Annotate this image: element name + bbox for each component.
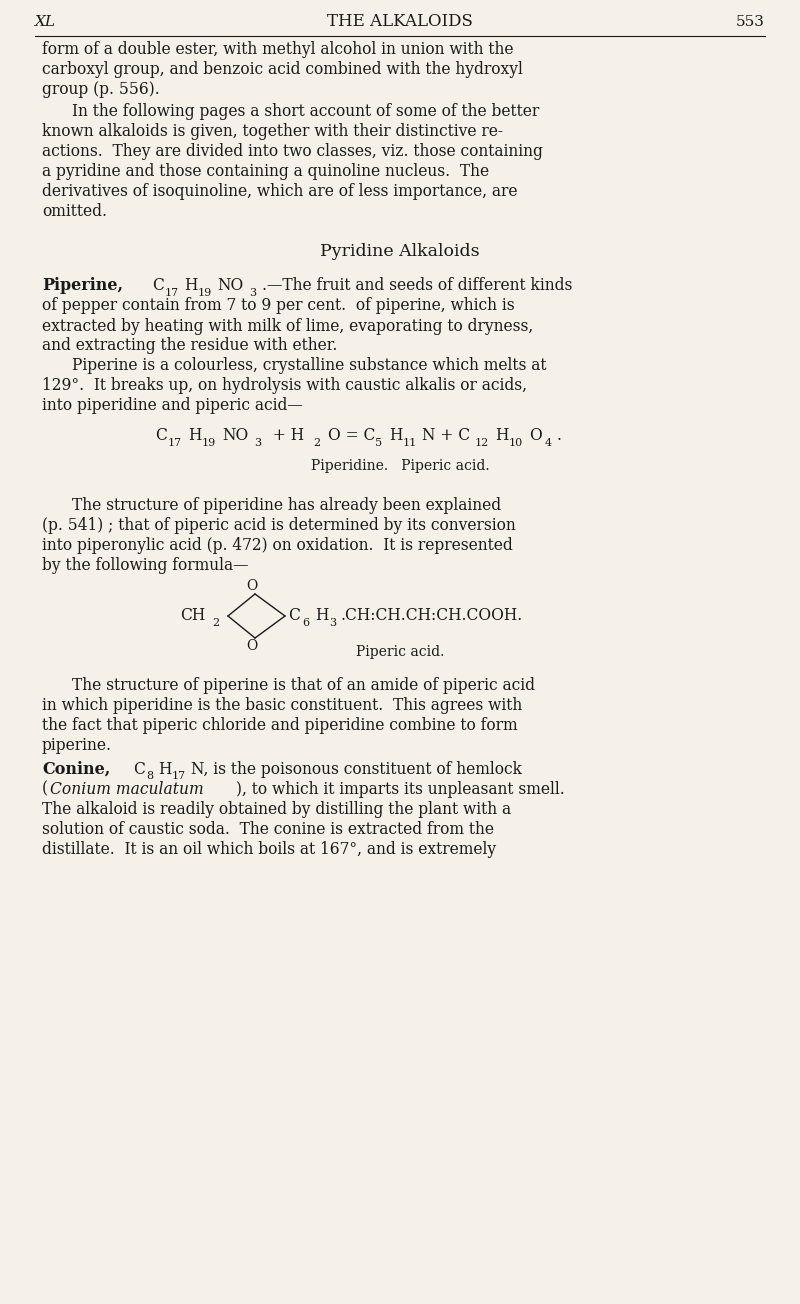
Text: N, is the poisonous constituent of hemlock: N, is the poisonous constituent of hemlo… bbox=[191, 760, 522, 777]
Text: C: C bbox=[133, 760, 145, 777]
Text: carboxyl group, and benzoic acid combined with the hydroxyl: carboxyl group, and benzoic acid combine… bbox=[42, 60, 523, 77]
Text: + H: + H bbox=[268, 428, 304, 445]
Text: known alkaloids is given, together with their distinctive re-: known alkaloids is given, together with … bbox=[42, 123, 503, 140]
Text: O = C: O = C bbox=[328, 428, 375, 445]
Text: H: H bbox=[315, 608, 328, 625]
Text: the fact that piperic chloride and piperidine combine to form: the fact that piperic chloride and piper… bbox=[42, 717, 518, 734]
Text: solution of caustic soda.  The conine is extracted from the: solution of caustic soda. The conine is … bbox=[42, 820, 494, 837]
Text: Piperic acid.: Piperic acid. bbox=[356, 645, 444, 659]
Text: CH: CH bbox=[180, 608, 206, 625]
Text: group (p. 556).: group (p. 556). bbox=[42, 81, 160, 98]
Text: Conium maculatum: Conium maculatum bbox=[50, 781, 204, 798]
Text: into piperidine and piperic acid—: into piperidine and piperic acid— bbox=[42, 398, 302, 415]
Text: NO: NO bbox=[222, 428, 248, 445]
Text: H: H bbox=[158, 760, 171, 777]
Text: H: H bbox=[188, 428, 202, 445]
Text: .CH:CH.CH:CH.COOH.: .CH:CH.CH:CH.COOH. bbox=[341, 608, 523, 625]
Text: O: O bbox=[246, 579, 258, 593]
Text: omitted.: omitted. bbox=[42, 202, 107, 219]
Text: Piperidine.   Piperic acid.: Piperidine. Piperic acid. bbox=[310, 459, 490, 473]
Text: 19: 19 bbox=[202, 438, 216, 449]
Text: a pyridine and those containing a quinoline nucleus.  The: a pyridine and those containing a quinol… bbox=[42, 163, 489, 180]
Text: THE ALKALOIDS: THE ALKALOIDS bbox=[327, 13, 473, 30]
Text: 129°.  It breaks up, on hydrolysis with caustic alkalis or acids,: 129°. It breaks up, on hydrolysis with c… bbox=[42, 377, 527, 395]
Text: O: O bbox=[529, 428, 542, 445]
Text: 12: 12 bbox=[475, 438, 490, 449]
Text: Pyridine Alkaloids: Pyridine Alkaloids bbox=[320, 244, 480, 261]
Text: H: H bbox=[184, 278, 198, 295]
Text: extracted by heating with milk of lime, evaporating to dryness,: extracted by heating with milk of lime, … bbox=[42, 317, 534, 335]
Text: The structure of piperine is that of an amide of piperic acid: The structure of piperine is that of an … bbox=[72, 678, 535, 695]
Text: actions.  They are divided into two classes, viz. those containing: actions. They are divided into two class… bbox=[42, 142, 543, 159]
Text: form of a double ester, with methyl alcohol in union with the: form of a double ester, with methyl alco… bbox=[42, 40, 514, 57]
Text: 5: 5 bbox=[375, 438, 382, 449]
Text: The alkaloid is readily obtained by distilling the plant with a: The alkaloid is readily obtained by dist… bbox=[42, 801, 511, 818]
Text: and extracting the residue with ether.: and extracting the residue with ether. bbox=[42, 338, 338, 355]
Text: 17: 17 bbox=[168, 438, 182, 449]
Text: XL: XL bbox=[35, 16, 56, 29]
Text: Piperine is a colourless, crystalline substance which melts at: Piperine is a colourless, crystalline su… bbox=[72, 357, 546, 374]
Text: distillate.  It is an oil which boils at 167°, and is extremely: distillate. It is an oil which boils at … bbox=[42, 841, 496, 858]
Text: Piperine,: Piperine, bbox=[42, 278, 123, 295]
Text: 19: 19 bbox=[198, 288, 212, 299]
Text: 4: 4 bbox=[545, 438, 552, 449]
Text: in which piperidine is the basic constituent.  This agrees with: in which piperidine is the basic constit… bbox=[42, 698, 522, 715]
Text: of pepper contain from 7 to 9 per cent.  of piperine, which is: of pepper contain from 7 to 9 per cent. … bbox=[42, 297, 514, 314]
Text: 17: 17 bbox=[172, 771, 186, 781]
Text: Conine,: Conine, bbox=[42, 760, 110, 777]
Text: 553: 553 bbox=[736, 16, 765, 29]
Text: 17: 17 bbox=[165, 288, 179, 299]
Text: H: H bbox=[495, 428, 508, 445]
Text: 3: 3 bbox=[329, 618, 336, 629]
Text: C: C bbox=[288, 608, 300, 625]
Text: 3: 3 bbox=[254, 438, 261, 449]
Text: piperine.: piperine. bbox=[42, 738, 112, 755]
Text: 2: 2 bbox=[212, 618, 219, 629]
Text: N + C: N + C bbox=[422, 428, 470, 445]
Text: derivatives of isoquinoline, which are of less importance, are: derivatives of isoquinoline, which are o… bbox=[42, 183, 518, 200]
Text: ), to which it imparts its unpleasant smell.: ), to which it imparts its unpleasant sm… bbox=[236, 781, 565, 798]
Text: (p. 541) ; that of piperic acid is determined by its conversion: (p. 541) ; that of piperic acid is deter… bbox=[42, 518, 516, 535]
Text: .: . bbox=[557, 428, 562, 445]
Text: into piperonylic acid (p. 472) on oxidation.  It is represented: into piperonylic acid (p. 472) on oxidat… bbox=[42, 537, 513, 554]
Text: 3: 3 bbox=[249, 288, 256, 299]
Text: 8: 8 bbox=[146, 771, 153, 781]
Text: 10: 10 bbox=[509, 438, 523, 449]
Text: NO: NO bbox=[217, 278, 243, 295]
Text: 2: 2 bbox=[313, 438, 320, 449]
Text: 11: 11 bbox=[403, 438, 418, 449]
Text: C: C bbox=[155, 428, 167, 445]
Text: .—The fruit and seeds of different kinds: .—The fruit and seeds of different kinds bbox=[262, 278, 572, 295]
Text: O: O bbox=[246, 639, 258, 653]
Text: The structure of piperidine has already been explained: The structure of piperidine has already … bbox=[72, 498, 501, 515]
Text: 6: 6 bbox=[302, 618, 309, 629]
Text: C: C bbox=[152, 278, 164, 295]
Text: by the following formula—: by the following formula— bbox=[42, 558, 249, 575]
Text: In the following pages a short account of some of the better: In the following pages a short account o… bbox=[72, 103, 539, 120]
Text: (: ( bbox=[42, 781, 48, 798]
Text: H: H bbox=[389, 428, 402, 445]
